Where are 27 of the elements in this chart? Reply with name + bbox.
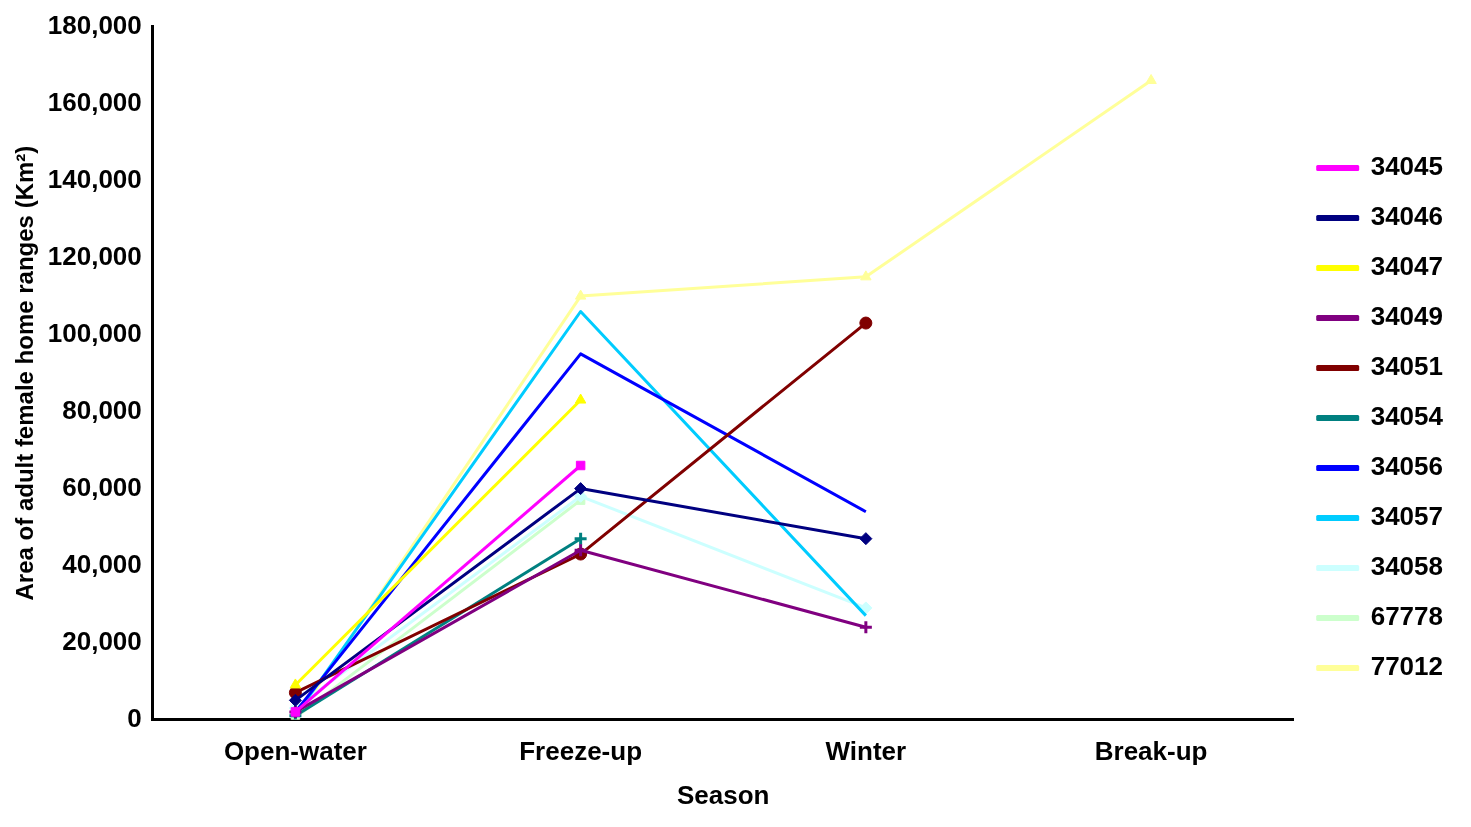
- legend-label: 34045: [1370, 151, 1444, 182]
- y-tick-label: 120,000: [47, 240, 142, 271]
- x-tick-label: Break-up: [1094, 736, 1208, 767]
- y-tick-label: 100,000: [47, 317, 142, 348]
- legend-label: 34051: [1370, 351, 1444, 382]
- y-tick-label: 140,000: [47, 163, 142, 194]
- y-tick-label: 40,000: [62, 548, 142, 579]
- x-tick-label: Freeze-up: [519, 736, 643, 767]
- legend-label: 67778: [1370, 601, 1444, 632]
- legend-label: 77012: [1370, 651, 1444, 682]
- y-tick-label: 180,000: [47, 9, 142, 40]
- x-tick-label: Open-water: [223, 736, 367, 767]
- y-tick-label: 20,000: [62, 625, 142, 656]
- legend-label: 34046: [1370, 201, 1444, 232]
- legend-label: 34049: [1370, 301, 1444, 332]
- y-tick-label: 160,000: [47, 86, 142, 117]
- x-tick-label: Winter: [825, 736, 907, 767]
- y-tick-label: 0: [127, 702, 142, 733]
- legend-label: 34054: [1370, 401, 1444, 432]
- legend-label: 34047: [1370, 251, 1444, 282]
- x-axis-title: Season: [676, 779, 770, 810]
- legend-label: 34057: [1370, 501, 1444, 532]
- legend-label: 34056: [1370, 451, 1444, 482]
- y-tick-label: 80,000: [62, 394, 142, 425]
- legend-label: 34058: [1370, 551, 1444, 582]
- y-axis-title: Area of adult female home ranges (Km²): [11, 145, 39, 601]
- y-tick-label: 60,000: [62, 471, 142, 502]
